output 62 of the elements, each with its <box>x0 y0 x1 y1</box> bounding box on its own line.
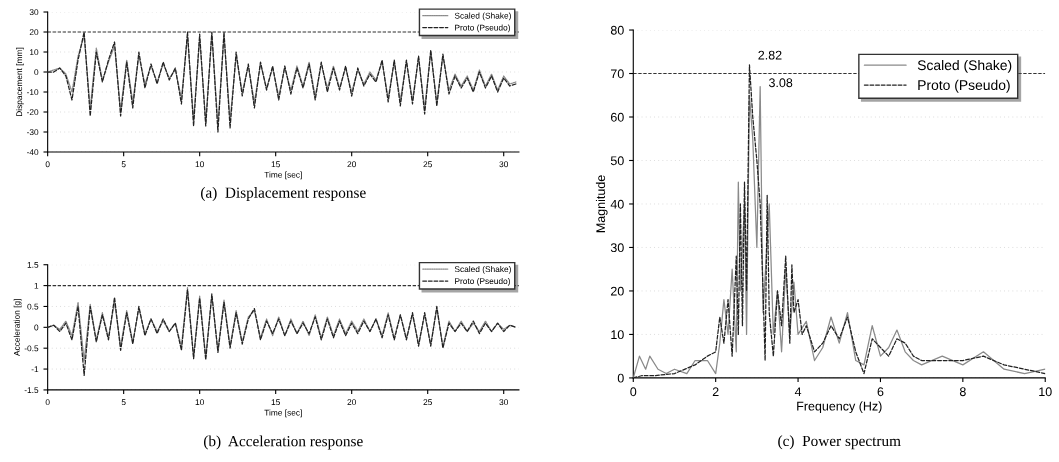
y-tick-label: -20 <box>26 109 39 116</box>
y-tick-label: -1 <box>31 366 39 373</box>
x-tick-label: 25 <box>423 161 432 168</box>
x-tick-label: 4 <box>794 387 802 396</box>
y-tick-label: 0 <box>617 373 624 383</box>
x-tick-label: 30 <box>499 399 509 406</box>
y-tick-label: 1.5 <box>27 262 39 268</box>
annotation: 3.08 <box>768 78 793 88</box>
y-tick-label: 50 <box>610 156 624 166</box>
x-tick-label: 5 <box>121 399 126 406</box>
legend-label: Proto (Pseudo) <box>455 277 510 286</box>
legend-label: Proto (Pseudo) <box>918 79 1010 93</box>
y-tick-label: 10 <box>29 49 39 56</box>
x-tick-label: 20 <box>347 161 356 168</box>
y-axis-title: Dispacement [mm] <box>16 47 24 117</box>
y-tick-label: 10 <box>611 330 624 340</box>
x-tick-label: 2 <box>712 387 719 396</box>
x-tick-label: 10 <box>1039 387 1052 397</box>
y-tick-label: 40 <box>610 199 624 209</box>
text: (b) Acceleration response <box>203 435 363 450</box>
x-tick-label: 10 <box>195 399 204 406</box>
y-tick-label: -40 <box>26 149 39 156</box>
x-axis-title: Frequency (Hz) <box>797 401 882 414</box>
x-tick-label: 0 <box>630 387 637 397</box>
y-tick-label: 20 <box>610 286 624 296</box>
x-tick-label: 30 <box>499 161 509 168</box>
y-tick-label: 80 <box>610 25 624 35</box>
y-tick-label: 30 <box>29 9 39 16</box>
text: (a) Displacement response <box>201 187 366 201</box>
y-tick-label: -0.5 <box>24 345 39 352</box>
y-tick-label: -30 <box>26 129 39 136</box>
x-axis-title: Time [sec] <box>264 409 302 418</box>
y-tick-label: 20 <box>29 29 39 36</box>
x-tick-label: 15 <box>271 161 280 168</box>
x-tick-label: 15 <box>271 399 280 406</box>
y-tick-label: 1 <box>34 282 39 289</box>
y-tick-label: -10 <box>26 89 39 96</box>
y-tick-label: -1.5 <box>24 387 39 394</box>
x-tick-label: 8 <box>959 387 966 397</box>
legend-label: Scaled (Shake) <box>454 265 511 274</box>
y-axis-title: Acceleration [g] <box>13 299 22 357</box>
y-tick-label: 0 <box>34 324 39 331</box>
legend-label: Scaled (Shake) <box>917 59 1012 73</box>
x-tick-label: 6 <box>877 387 884 397</box>
y-tick-label: 0 <box>34 69 39 76</box>
x-tick-label: 5 <box>121 161 126 168</box>
x-tick-label: 25 <box>423 399 432 406</box>
legend-label: Scaled (Shake) <box>454 12 511 21</box>
text: (c) Power spectrum <box>778 435 901 450</box>
x-axis-title: Time [sec] <box>264 171 302 180</box>
line-series <box>47 289 517 376</box>
annotation: 2.82 <box>758 50 782 60</box>
x-tick-label: 0 <box>45 161 50 168</box>
y-tick-label: 30 <box>610 243 624 253</box>
y-axis-title: Magnitude <box>595 175 608 233</box>
x-tick-label: 0 <box>45 399 50 406</box>
legend-label: Proto (Pseudo) <box>455 24 510 33</box>
y-tick-label: 70 <box>610 69 624 79</box>
y-tick-label: 60 <box>610 112 624 122</box>
x-tick-label: 10 <box>195 161 204 168</box>
y-tick-label: 0.5 <box>27 303 39 310</box>
x-tick-label: 20 <box>347 399 356 406</box>
